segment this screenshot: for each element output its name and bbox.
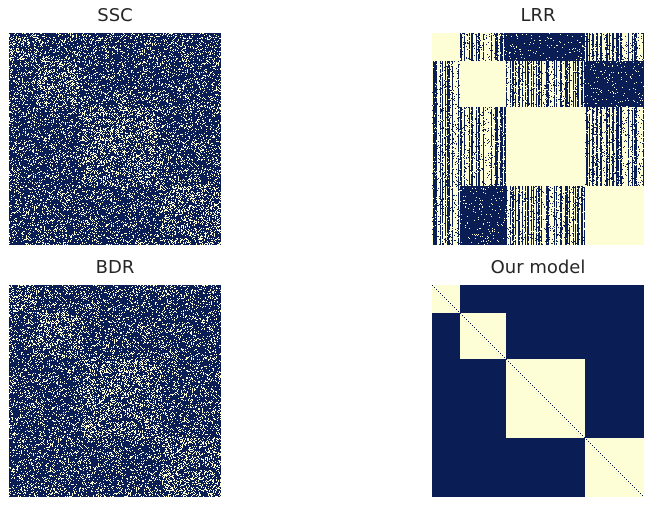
heatmap-panel-lrr: LRR: [432, 6, 644, 246]
heatmap-panel-ssc: SSC: [9, 6, 221, 246]
heatmap-matrix: [432, 285, 644, 497]
chart-title: LRR: [520, 5, 556, 26]
heatmap-matrix: [9, 285, 221, 497]
chart-title: Our model: [490, 257, 586, 278]
chart-title: SSC: [97, 5, 133, 26]
heatmap-cells: [9, 33, 221, 245]
heatmap-cells: [9, 285, 221, 497]
heatmap-cells: [432, 285, 644, 497]
heatmap-matrix: [432, 33, 644, 245]
chart-title: BDR: [95, 257, 135, 278]
heatmap-panel-bdr: BDR: [9, 258, 221, 498]
heatmap-matrix: [9, 33, 221, 245]
heatmap-cells: [432, 33, 644, 245]
heatmap-panel-our-model: Our model: [432, 258, 644, 498]
